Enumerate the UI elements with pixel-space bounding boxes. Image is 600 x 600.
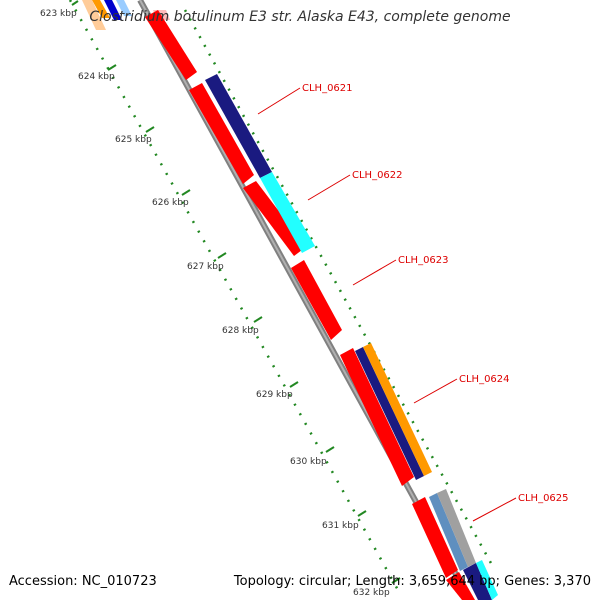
gene-label: CLH_0623 <box>398 255 449 266</box>
tick-label: 630 kbp <box>290 457 327 467</box>
tick-label: 623 kbp <box>40 9 77 19</box>
accession-text: Accession: NC_010723 <box>9 574 157 589</box>
cog-track <box>205 74 498 600</box>
tick-label: 624 kbp <box>78 72 115 82</box>
tick-label: 632 kbp <box>353 588 390 598</box>
cds-track <box>145 10 475 600</box>
cog-segment <box>260 172 315 253</box>
tick-label: 625 kbp <box>115 135 152 145</box>
genome-title: Clostridium botulinum E3 str. Alaska E43… <box>89 9 511 25</box>
tick-label: 627 kbp <box>187 262 224 272</box>
cog-segment <box>476 560 498 600</box>
cds-arrow <box>446 572 475 600</box>
ruler-ticks <box>71 0 401 584</box>
inner-dotted-track <box>68 0 400 591</box>
cog-segment <box>429 493 468 571</box>
cds-arrow <box>243 181 306 256</box>
tick-label: 631 kbp <box>322 521 359 531</box>
gene-label: CLH_0625 <box>518 493 569 504</box>
cog-segment <box>437 489 476 567</box>
cds-arrow <box>291 260 342 340</box>
gene-labels: CLH_0621 CLH_0622 CLH_0623 CLH_0624 CLH_… <box>302 83 569 504</box>
cog-segment <box>355 347 424 480</box>
cds-arrow <box>145 10 197 80</box>
gene-label-leaders <box>257 87 517 522</box>
cds-arrow <box>340 348 414 486</box>
tick-label: 629 kbp <box>256 390 293 400</box>
ruler-labels: 623 kbp 624 kbp 625 kbp 626 kbp 627 kbp … <box>40 9 390 598</box>
genome-summary-text: Topology: circular; Length: 3,659,644 bp… <box>233 574 591 589</box>
top-feature-strip <box>82 0 170 30</box>
cog-segment <box>363 343 432 476</box>
gene-label: CLH_0622 <box>352 170 403 181</box>
cds-arrow <box>189 83 254 184</box>
tick-label: 628 kbp <box>222 326 259 336</box>
cds-arrow <box>412 497 458 578</box>
cog-segment <box>205 74 272 178</box>
gene-label: CLH_0621 <box>302 83 353 94</box>
cog-segment <box>463 563 492 600</box>
gene-label: CLH_0624 <box>459 374 510 385</box>
tick-label: 626 kbp <box>152 198 189 208</box>
